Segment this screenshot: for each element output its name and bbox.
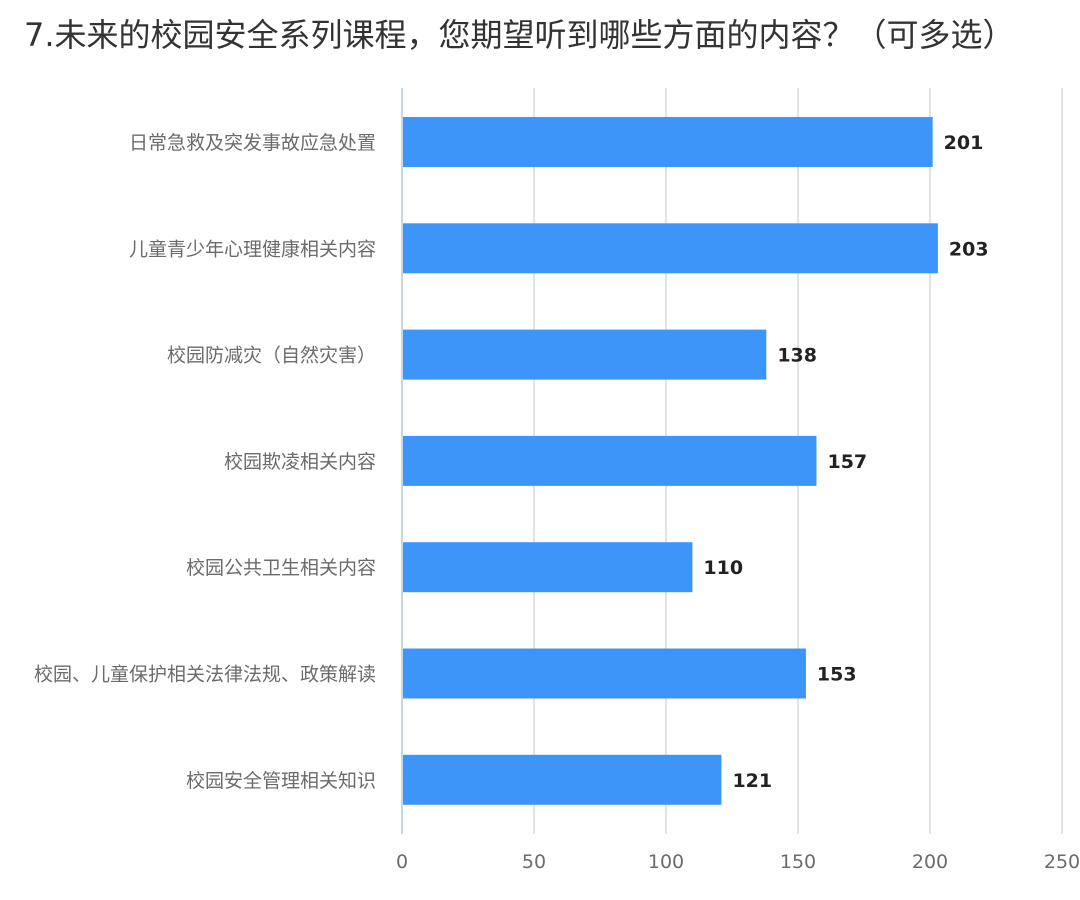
x-tick-label: 200 [912, 851, 948, 873]
data-label: 110 [703, 557, 743, 579]
bar [403, 754, 722, 805]
bar [403, 329, 767, 380]
category-label: 校园欺凌相关内容 [224, 451, 376, 473]
category-label: 儿童青少年心理健康相关内容 [129, 238, 376, 260]
category-label: 校园防减灾（自然灾害） [167, 345, 376, 367]
data-label: 153 [817, 664, 857, 686]
x-tick-label: 100 [648, 851, 684, 873]
x-tick-label: 250 [1044, 851, 1080, 873]
x-tick-labels: 0 50 100 150 200 250 [396, 851, 1080, 873]
x-tick-label: 150 [780, 851, 816, 873]
category-label: 校园公共卫生相关内容 [186, 557, 376, 579]
category-label: 日常急救及突发事故应急处置 [129, 132, 376, 154]
bar [403, 542, 693, 593]
data-label: 203 [949, 238, 989, 260]
data-label: 121 [732, 770, 772, 792]
data-label: 138 [777, 345, 817, 367]
data-label: 201 [944, 132, 984, 154]
chart-title: 7.未来的校园安全系列课程，您期望听到哪些方面的内容？（可多选） [24, 16, 1015, 54]
data-label: 157 [827, 451, 867, 473]
bar [403, 435, 817, 486]
value-labels: 201 203 138 157 110 153 121 [703, 132, 988, 792]
bar [403, 223, 938, 274]
category-label: 校园安全管理相关知识 [186, 770, 376, 792]
bars [403, 117, 938, 805]
bar [403, 648, 806, 699]
bar [403, 117, 933, 167]
x-tick-label: 50 [522, 851, 546, 873]
x-tick-label: 0 [396, 851, 408, 873]
category-label: 校园、儿童保护相关法律法规、政策解读 [34, 664, 376, 686]
